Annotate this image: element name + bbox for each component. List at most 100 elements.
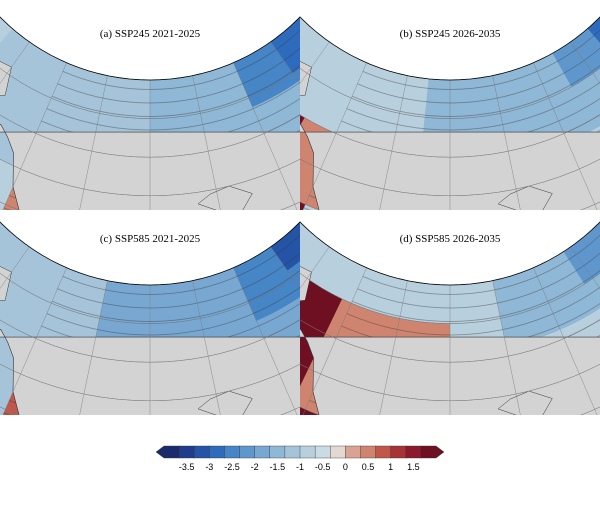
colorbar-box bbox=[390, 445, 407, 459]
contour-line bbox=[362, 205, 600, 295]
graticule-lon bbox=[300, 246, 330, 415]
colorbar-box bbox=[269, 445, 286, 459]
graticule-lon bbox=[270, 246, 300, 415]
map-frame bbox=[300, 16, 600, 81]
colorbar-box bbox=[178, 445, 195, 459]
colorbar-tick-label: -1.5 bbox=[270, 462, 286, 472]
colorbar-tick-label: 0.5 bbox=[362, 462, 375, 472]
graticule-lon bbox=[300, 41, 330, 210]
graticule-lat bbox=[0, 213, 300, 324]
sea-anomaly-layer bbox=[0, 205, 300, 415]
panel-title: (d) SSP585 2026-2035 bbox=[399, 233, 501, 245]
graticule-lon bbox=[492, 75, 540, 210]
colorbar-box bbox=[239, 445, 256, 459]
anomaly-zone bbox=[419, 0, 600, 167]
colorbar-tick-label: -2.5 bbox=[224, 462, 240, 472]
graticule-lon bbox=[60, 280, 108, 415]
contour-line bbox=[62, 0, 300, 90]
colorbar-end-high bbox=[435, 445, 445, 459]
colorbar-box bbox=[420, 445, 437, 459]
panel-title: (b) SSP245 2026-2035 bbox=[399, 28, 501, 40]
panel-d: (d) SSP585 2026-2035 70°N72°N74°N76°N78°… bbox=[300, 205, 600, 415]
graticule-lon bbox=[533, 267, 600, 415]
map-frame bbox=[300, 221, 600, 286]
graticule-lon bbox=[233, 62, 300, 210]
graticule-lon bbox=[0, 62, 67, 210]
graticule-lon bbox=[233, 267, 300, 415]
colorbar-box bbox=[360, 445, 377, 459]
graticule-lon bbox=[270, 41, 300, 210]
sea-anomaly-layer bbox=[300, 205, 600, 415]
colorbar-tick-label: 1.5 bbox=[407, 462, 420, 472]
contour-line bbox=[46, 14, 300, 131]
map-graphic: 70°N72°N74°N76°N78°N80°N82°N70°N72°N74°N… bbox=[0, 0, 300, 210]
graticule-lon bbox=[192, 280, 240, 415]
contour-line bbox=[46, 219, 300, 336]
colorbar-tick-label: -0.5 bbox=[315, 462, 331, 472]
contour-line bbox=[51, 6, 300, 117]
colorbar-box bbox=[284, 445, 301, 459]
graticule-lat bbox=[0, 234, 300, 363]
anomaly-zone bbox=[552, 0, 600, 87]
graticule-lon bbox=[360, 75, 408, 210]
colorbar-box bbox=[330, 445, 346, 459]
colorbar-box bbox=[299, 445, 316, 459]
panel-title: (a) SSP245 2021-2025 bbox=[99, 28, 201, 40]
colorbar-svg: -3.5 -3 -2.5 -2 -1.5 -1 -0.5 0 0.5 1 1.5 bbox=[155, 445, 445, 472]
anomaly-zone bbox=[270, 205, 300, 271]
colorbar-tick-label: 0 bbox=[343, 462, 348, 472]
colorbar-ticks: -3.5 -3 -2.5 -2 -1.5 -1 -0.5 0 0.5 1 1.5 bbox=[179, 462, 420, 472]
colorbar-tick-label: 1 bbox=[388, 462, 393, 472]
graticule-lon bbox=[0, 267, 67, 415]
contour-line bbox=[346, 14, 600, 131]
colorbar-tick-label: -1 bbox=[296, 462, 304, 472]
contour-line bbox=[57, 205, 300, 309]
graticule-lat bbox=[0, 8, 300, 119]
colorbar-tick-label: -3.5 bbox=[179, 462, 195, 472]
graticule-lat bbox=[300, 234, 600, 363]
anomaly-zone bbox=[233, 205, 300, 321]
map-graphic: 70°N72°N74°N76°N78°N80°N82°N70°N72°N74°N… bbox=[300, 205, 600, 415]
colorbar-box bbox=[254, 445, 271, 459]
map-graphic: 70°N72°N74°N76°N78°N80°N82°N70°N72°N74°N… bbox=[300, 0, 600, 210]
map-d: 70°N72°N74°N76°N78°N80°N82°N70°N72°N74°N… bbox=[300, 205, 600, 415]
colorbar-tick-label: -3 bbox=[205, 462, 213, 472]
graticule-lon bbox=[570, 246, 600, 415]
colorbar-box bbox=[194, 445, 210, 459]
panel-c: (c) SSP585 2021-2025 70°N72°N74°N76°N78°… bbox=[0, 205, 300, 415]
contour-line bbox=[362, 0, 600, 90]
anomaly-zone bbox=[563, 205, 600, 285]
graticule-lat bbox=[0, 256, 300, 402]
colorbar-box bbox=[209, 445, 225, 459]
graticule-lon bbox=[60, 75, 108, 210]
panel-b: (b) SSP245 2026-2035 70°N72°N74°N76°N78°… bbox=[300, 0, 600, 210]
colorbar-boxes bbox=[155, 445, 445, 459]
contour-line bbox=[62, 205, 300, 295]
contour-line bbox=[57, 0, 300, 104]
colorbar-tick-label: -2 bbox=[251, 462, 259, 472]
sea-anomaly-layer bbox=[300, 0, 600, 210]
graticule-lon bbox=[192, 75, 240, 210]
contour-line bbox=[357, 0, 600, 104]
graticule-lat bbox=[300, 256, 600, 402]
colorbar-box bbox=[314, 445, 331, 459]
graticule-lon bbox=[492, 280, 540, 415]
sea-anomaly-layer bbox=[0, 0, 300, 210]
map-a: 70°N72°N74°N76°N78°N80°N82°N70°N72°N74°N… bbox=[0, 0, 300, 210]
colorbar: -3.5 -3 -2.5 -2 -1.5 -1 -0.5 0 0.5 1 1.5 bbox=[150, 440, 450, 480]
contour-line bbox=[346, 219, 600, 336]
colorbar-box bbox=[345, 445, 361, 459]
map-frame bbox=[0, 16, 300, 81]
graticule-lon bbox=[360, 280, 408, 415]
anomaly-zone bbox=[270, 0, 300, 74]
map-graphic: 70°N72°N74°N76°N78°N80°N82°N70°N72°N74°N… bbox=[0, 205, 300, 415]
graticule-lon bbox=[533, 62, 600, 210]
graticule-lon bbox=[0, 41, 30, 210]
contour-line bbox=[351, 211, 600, 322]
colorbar-box bbox=[224, 445, 241, 459]
colorbar-box bbox=[405, 445, 422, 459]
contour-line bbox=[51, 211, 300, 322]
graticule-lon bbox=[300, 267, 367, 415]
graticule-lat bbox=[300, 213, 600, 324]
contour-line bbox=[351, 6, 600, 117]
